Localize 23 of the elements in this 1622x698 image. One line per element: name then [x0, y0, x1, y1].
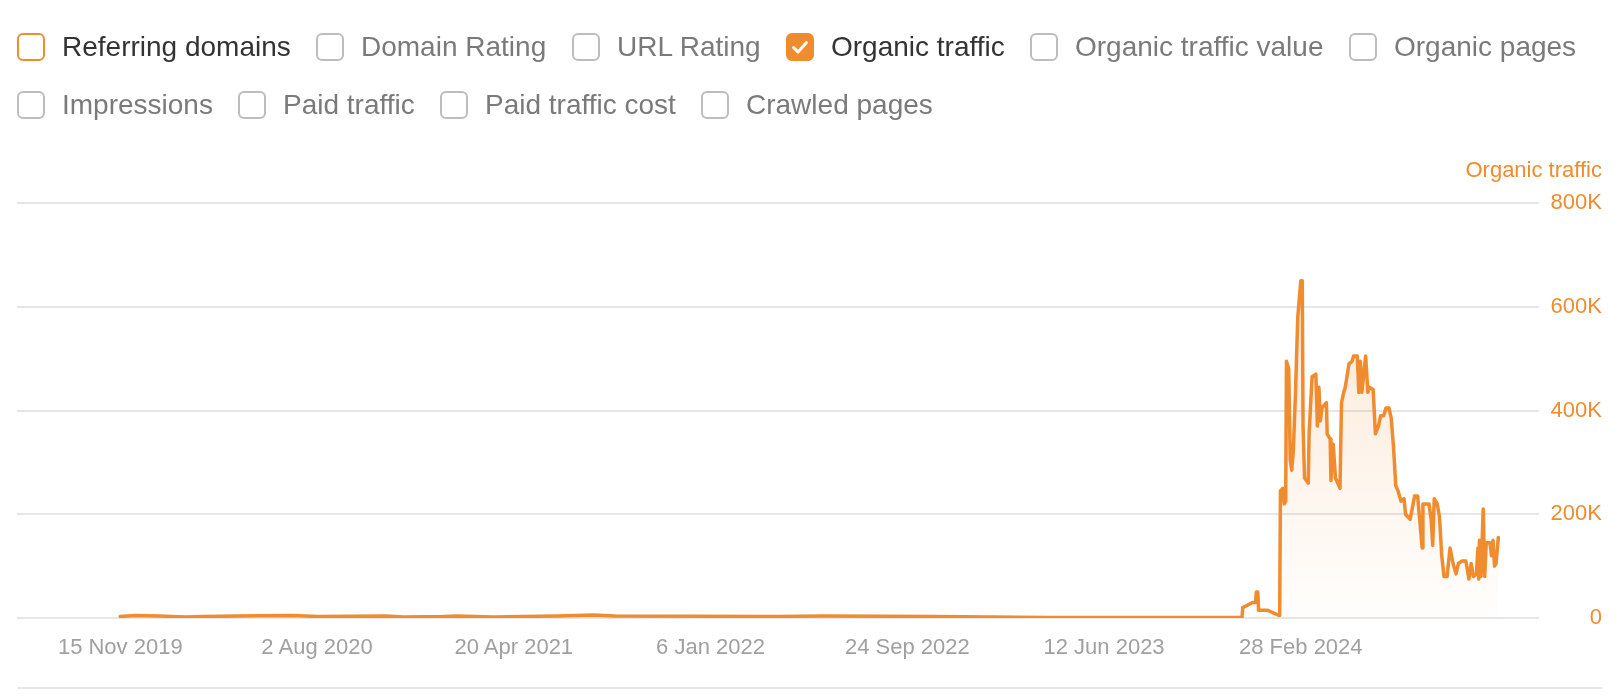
legend-label: Organic traffic	[831, 31, 1005, 62]
text: Organic pages	[1394, 31, 1577, 62]
text: Paid traffic	[283, 89, 415, 120]
x-tick-label: 2 Aug 2020	[261, 634, 373, 660]
x-tick-label: 6 Jan 2022	[656, 634, 765, 660]
y-tick-label: 200K	[1550, 500, 1603, 526]
text: URL Rating	[617, 31, 761, 62]
y-tick-label: 0	[1589, 604, 1602, 630]
text: Domain Rating	[361, 31, 547, 62]
y-tick-label: 800K	[1550, 189, 1603, 215]
text: Referring domains	[62, 31, 291, 62]
y-axis-title: Organic traffic	[1465, 157, 1602, 183]
x-tick-label: 24 Sep 2022	[844, 634, 970, 660]
x-tick-label: 20 Apr 2021	[454, 634, 574, 660]
text: Organic traffic value	[1075, 31, 1324, 62]
text: Crawled pages	[746, 89, 933, 120]
y-tick-label: 600K	[1550, 292, 1603, 318]
text: Paid traffic cost	[485, 89, 676, 120]
x-tick-label: 28 Feb 2024	[1239, 634, 1363, 660]
x-tick-label: 15 Nov 2019	[57, 634, 183, 660]
x-tick-label: 12 Jun 2023	[1043, 634, 1165, 660]
y-tick-label: 400K	[1550, 396, 1603, 422]
text: Impressions	[62, 89, 213, 120]
